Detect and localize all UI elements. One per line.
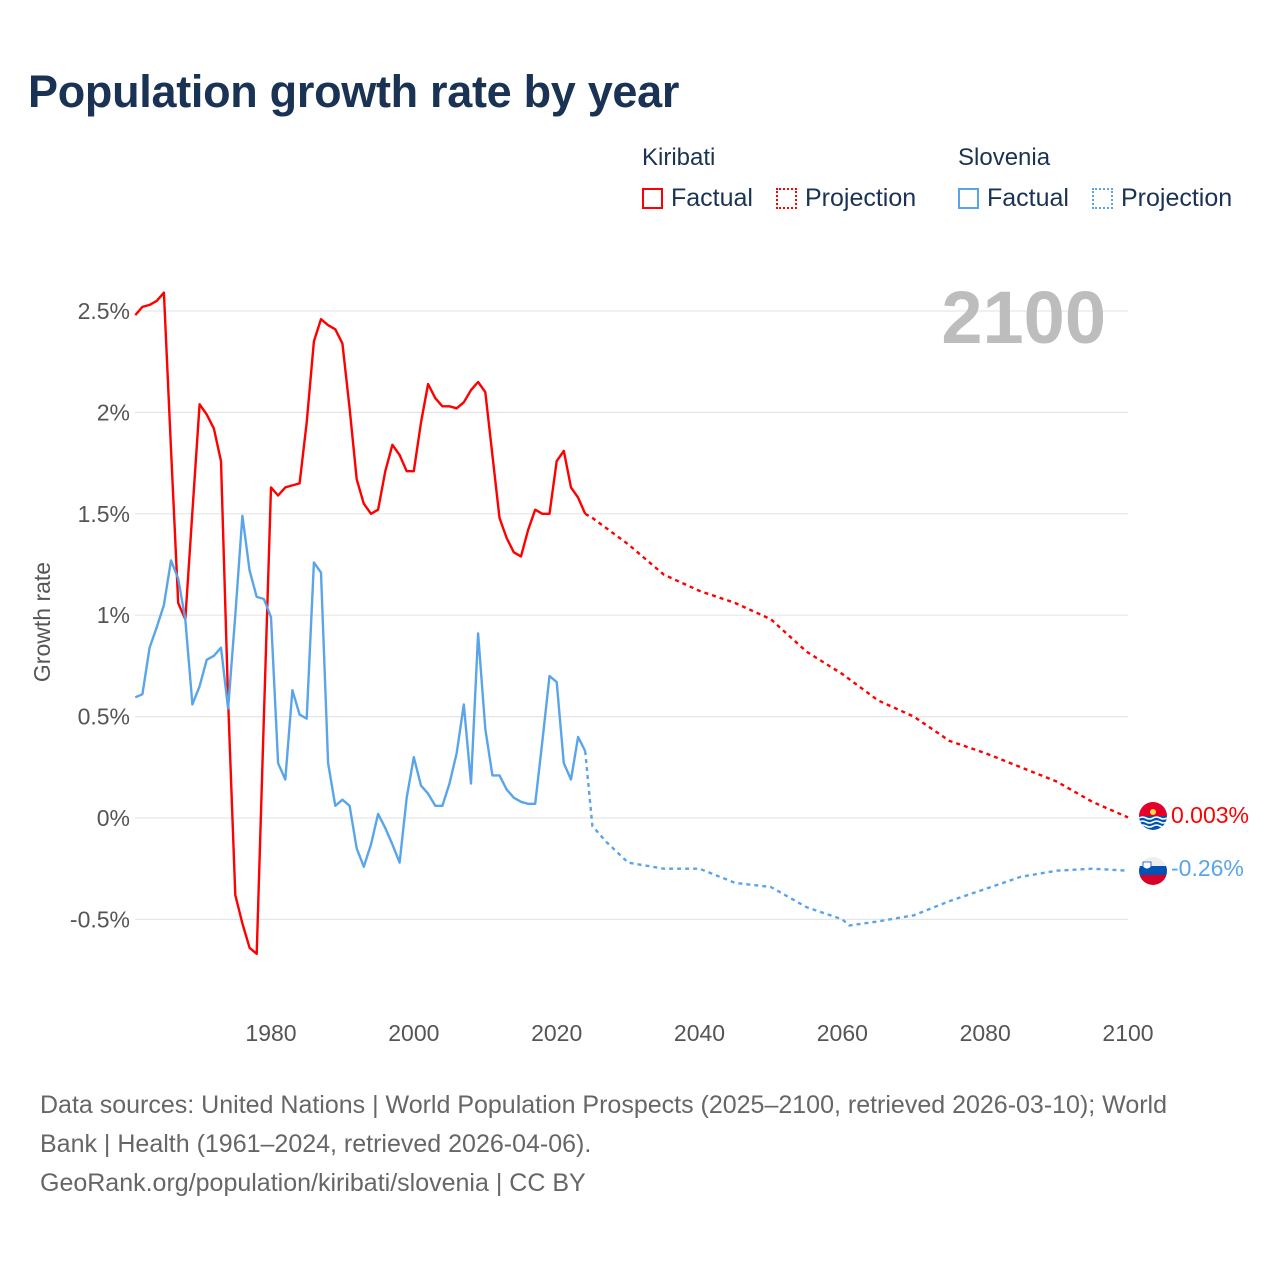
- legend-kiribati-projection[interactable]: Projection: [776, 184, 916, 213]
- legend-label: Factual: [671, 184, 753, 212]
- legend-label: Projection: [1121, 184, 1233, 212]
- legend-slovenia-heading: Slovenia: [958, 144, 1051, 171]
- legend-kiribati-heading: Kiribati: [642, 144, 716, 171]
- solid-swatch-icon: [642, 188, 663, 209]
- kiribati-end-value: 0.003%: [1171, 802, 1249, 828]
- x-axis-ticks: 1980 2000 2020 2040 2060 2080 2100: [245, 1020, 1153, 1046]
- slovenia-end-value: -0.26%: [1171, 855, 1244, 881]
- y-tick-label: -0.5%: [70, 906, 130, 932]
- slovenia-projection-line: [584, 750, 1129, 927]
- y-tick-label: 2.5%: [78, 298, 130, 324]
- kiribati-flag-icon: [1139, 802, 1167, 830]
- x-tick-label: 1980: [245, 1020, 296, 1046]
- gridlines: [135, 310, 1128, 921]
- y-tick-label: 1%: [97, 602, 130, 628]
- year-display: 2100: [941, 276, 1106, 359]
- y-tick-label: 1.5%: [78, 501, 130, 527]
- x-tick-label: 2100: [1102, 1020, 1153, 1046]
- kiribati-projection-line: [584, 512, 1129, 819]
- y-axis-label: Growth rate: [29, 562, 55, 682]
- x-tick-label: 2060: [817, 1020, 868, 1046]
- x-tick-label: 2080: [960, 1020, 1011, 1046]
- dotted-swatch-icon: [776, 188, 797, 209]
- attribution-link[interactable]: GeoRank.org/population/kiribati/slovenia…: [40, 1169, 586, 1197]
- kiribati-factual-line: [134, 291, 587, 956]
- y-tick-label: 0%: [97, 805, 130, 831]
- legend-label: Factual: [987, 184, 1069, 212]
- data-sources: Data sources: United Nations | World Pop…: [40, 1091, 1168, 1158]
- x-tick-label: 2040: [674, 1020, 725, 1046]
- slovenia-factual-line: [134, 514, 587, 868]
- series-lines: [134, 291, 1129, 956]
- y-tick-label: 2%: [97, 399, 130, 425]
- legend-label: Projection: [805, 184, 917, 212]
- legend-slovenia-factual[interactable]: Factual: [958, 184, 1069, 213]
- solid-swatch-icon: [958, 188, 979, 209]
- legend-kiribati-factual[interactable]: Factual: [642, 184, 753, 213]
- footer: Data sources: United Nations | World Pop…: [40, 1086, 1230, 1203]
- y-axis-ticks: -0.5% 0% 0.5% 1% 1.5% 2% 2.5%: [70, 298, 130, 932]
- slovenia-flag-icon: [1139, 857, 1167, 885]
- x-tick-label: 2000: [388, 1020, 439, 1046]
- x-tick-label: 2020: [531, 1020, 582, 1046]
- y-tick-label: 0.5%: [78, 704, 130, 730]
- dotted-swatch-icon: [1092, 188, 1113, 209]
- chart-title: Population growth rate by year: [28, 66, 680, 117]
- legend-slovenia-projection[interactable]: Projection: [1092, 184, 1232, 213]
